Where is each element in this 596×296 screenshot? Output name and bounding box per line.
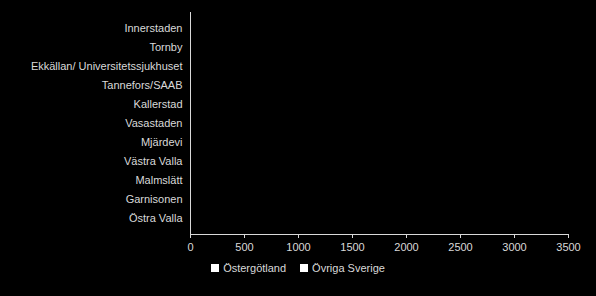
svg-text:0: 0 xyxy=(187,241,193,253)
svg-text:1000: 1000 xyxy=(286,241,310,253)
svg-text:Tornby: Tornby xyxy=(149,41,183,53)
html-text:Östergötland: Östergötland xyxy=(223,262,287,274)
svg-text:Tannefors/SAAB: Tannefors/SAAB xyxy=(102,79,183,91)
svg-text:2500: 2500 xyxy=(448,241,472,253)
svg-text:Östra Valla: Östra Valla xyxy=(129,212,183,224)
svg-text:Ekkällan/ Universitetssjukhuse: Ekkällan/ Universitetssjukhuset xyxy=(31,60,183,72)
svg-text:Västra Valla: Västra Valla xyxy=(124,155,183,167)
svg-text:Vasastaden: Vasastaden xyxy=(125,117,182,129)
html-text:Övriga Sverige: Övriga Sverige xyxy=(312,262,385,274)
svg-text:Innerstaden: Innerstaden xyxy=(124,22,182,34)
svg-text:1500: 1500 xyxy=(340,241,364,253)
svg-text:3000: 3000 xyxy=(502,241,526,253)
svg-text:Mjärdevi: Mjärdevi xyxy=(141,136,183,148)
svg-text:Kallerstad: Kallerstad xyxy=(134,98,183,110)
svg-text:Garnisonen: Garnisonen xyxy=(126,193,183,205)
svg-text:500: 500 xyxy=(235,241,253,253)
svg-text:Malmslätt: Malmslätt xyxy=(135,174,182,186)
svg-text:3500: 3500 xyxy=(556,241,580,253)
svg-text:2000: 2000 xyxy=(394,241,418,253)
